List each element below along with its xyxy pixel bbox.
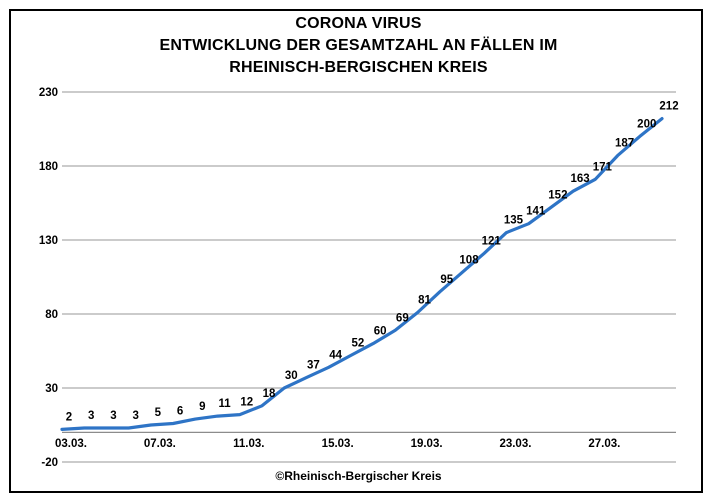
chart-title-line-2: ENTWICKLUNG DER GESAMTZAHL AN FÄLLEN IM <box>159 37 558 54</box>
copyright-note: ©Rheinisch-Bergischer Kreis <box>275 469 442 483</box>
y-axis-tick-label: 230 <box>39 87 58 99</box>
data-point-label: 6 <box>177 406 183 418</box>
data-point-label: 60 <box>374 326 387 338</box>
data-point-label: 95 <box>440 274 453 286</box>
x-axis-tick-label: 27.03. <box>588 438 620 450</box>
data-point-label: 3 <box>132 410 138 422</box>
y-axis-tick-label: -20 <box>41 457 58 469</box>
data-point-label: 37 <box>307 360 320 372</box>
y-axis-tick-label: 130 <box>39 235 58 247</box>
data-point-label: 52 <box>351 337 364 349</box>
series-line-total-cases <box>60 117 664 431</box>
x-axis-tick-label: 19.03. <box>411 438 443 450</box>
data-point-label: 2 <box>66 411 72 423</box>
data-point-label: 18 <box>263 388 276 400</box>
chart-title-line-3: RHEINISCH-BERGISCHEN KREIS <box>229 59 488 76</box>
x-axis-tick-label: 15.03. <box>322 438 354 450</box>
chart-title: CORONA VIRUS ENTWICKLUNG DER GESAMTZAHL … <box>0 13 717 79</box>
data-point-label: 3 <box>110 410 116 422</box>
data-point-label: 163 <box>571 173 590 185</box>
data-point-label: 135 <box>504 215 524 227</box>
x-axis-tick-label: 23.03. <box>499 438 531 450</box>
y-axis-tick-label: 30 <box>45 383 58 395</box>
data-point-label: 141 <box>526 206 546 218</box>
y-axis-tick-label: 180 <box>39 161 58 173</box>
data-point-label: 108 <box>459 255 479 267</box>
x-axis-tick-label: 07.03. <box>144 438 176 450</box>
data-point-label: 152 <box>548 189 567 201</box>
x-axis-tick-label: 03.03. <box>55 438 87 450</box>
data-point-label: 3 <box>88 410 94 422</box>
data-point-label: 171 <box>593 161 613 173</box>
data-point-label: 44 <box>329 349 342 361</box>
x-axis-tick-label: 11.03. <box>233 438 264 450</box>
data-point-label: 121 <box>482 235 502 247</box>
data-point-label: 187 <box>615 138 634 150</box>
y-axis-tick-label: 80 <box>45 309 58 321</box>
data-point-label: 81 <box>418 295 431 307</box>
data-point-label: 9 <box>199 401 205 413</box>
data-point-label: 5 <box>155 407 162 419</box>
data-point-label: 69 <box>396 312 409 324</box>
data-point-label: 200 <box>637 118 656 130</box>
data-point-label: 12 <box>240 397 253 409</box>
data-point-label: 11 <box>218 398 231 410</box>
data-point-label: 212 <box>659 101 678 113</box>
chart-title-line-1: CORONA VIRUS <box>295 15 422 32</box>
data-point-label: 30 <box>285 370 298 382</box>
